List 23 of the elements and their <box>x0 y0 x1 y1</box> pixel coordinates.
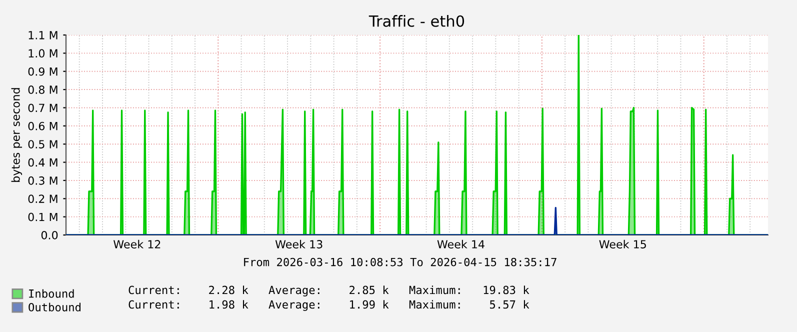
x-tick-label: Week 13 <box>275 240 322 248</box>
y-tick-label: 1.1 M <box>28 31 58 40</box>
legend-label: Outbound <box>28 302 80 312</box>
x-tick-label: Week 14 <box>437 240 484 248</box>
y-tick-label: 0.8 M <box>28 86 58 94</box>
y-tick-label: 0.3 M <box>28 176 58 185</box>
y-tick-label: 0.2 M <box>28 194 58 204</box>
y-tick-label: 0.7 M <box>28 104 58 112</box>
y-tick-label: 0.4 M <box>28 158 58 167</box>
text: From 2026-03-16 10:08:53 To 2026-04-15 18:35:17 <box>244 258 556 266</box>
y-tick-label: 0.1 M <box>28 212 58 222</box>
x-tick-label: Week 15 <box>599 240 646 248</box>
text: Current: 1.98 k Average: 1.99 k Maximum: 5.57 k <box>128 300 530 311</box>
legend-label: Inbound <box>29 289 74 298</box>
chart-title: Traffic - eth0 <box>368 15 464 27</box>
text: Current: 2.28 k Average: 2.85 k Maximum: 19.83 k <box>128 286 530 296</box>
y-tick-label: 0.0 <box>41 230 58 240</box>
x-tick-label: Week 12 <box>114 240 160 248</box>
y-tick-label: 0.5 M <box>28 140 58 148</box>
y-tick-label: 1.0 M <box>28 49 58 58</box>
y-axis-title: bytes per second <box>11 88 22 182</box>
y-tick-label: 0.9 M <box>28 67 58 76</box>
y-tick-label: 0.6 M <box>28 122 58 130</box>
